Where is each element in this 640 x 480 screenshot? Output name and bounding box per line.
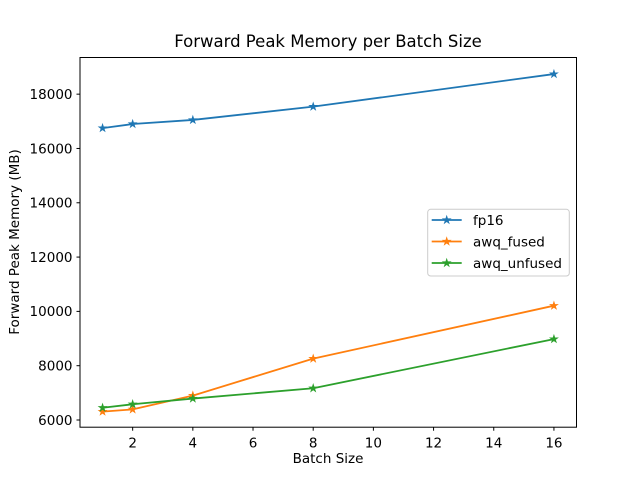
legend-marker-awq_fused: [441, 236, 452, 246]
series-marker-awq_unfused: [97, 402, 108, 412]
series-marker-awq_fused: [97, 406, 108, 416]
series-marker-fp16: [187, 114, 198, 125]
y-tick-label: 10000: [30, 304, 73, 320]
x-tick-label: 2: [128, 436, 137, 452]
series-marker-fp16: [308, 101, 319, 111]
legend: fp16 awq_fused awq_unfused: [427, 208, 570, 277]
legend-label-awq_unfused: awq_unfused: [473, 256, 562, 272]
x-axis-label: Batch Size: [293, 451, 364, 467]
series-marker-awq_fused: [308, 353, 319, 363]
y-tick-label: 14000: [30, 196, 73, 212]
x-tick-label: 4: [189, 436, 198, 452]
y-tick-label: 6000: [38, 413, 72, 429]
y-tick-label: 12000: [30, 250, 73, 266]
series-marker-awq_fused: [548, 300, 559, 310]
series-group: [97, 68, 559, 416]
series-marker-awq_fused: [127, 404, 138, 414]
legend-marker-fp16: [441, 214, 452, 225]
legend-box: [427, 208, 570, 277]
series-marker-awq_unfused: [127, 399, 138, 409]
y-tick-label: 18000: [30, 87, 73, 103]
series-marker-fp16: [97, 122, 108, 133]
series-marker-awq_unfused: [187, 393, 198, 403]
y-tick-label: 16000: [30, 141, 73, 157]
legend-label-awq_fused: awq_fused: [473, 234, 545, 250]
series-marker-awq_unfused: [548, 333, 559, 344]
x-tick-label: 14: [485, 436, 502, 452]
plot-spines: [79, 57, 577, 428]
legend-label-fp16: fp16: [473, 213, 504, 229]
y-tick-label: 8000: [38, 358, 72, 374]
series-marker-fp16: [127, 118, 138, 129]
x-tick-label: 8: [309, 436, 318, 452]
x-ticks: 2 4 6 8 10 12 14 16: [128, 427, 563, 452]
series-marker-fp16: [548, 68, 559, 79]
legend-marker-awq_unfused: [441, 257, 452, 268]
x-tick-label: 16: [545, 436, 562, 452]
series-marker-awq_unfused: [308, 383, 319, 393]
y-axis-label: Forward Peak Memory (MB): [7, 149, 23, 335]
chart-title: Forward Peak Memory per Batch Size: [174, 32, 482, 51]
y-ticks: 6000 8000 10000 12000 14000 16000 18000: [30, 87, 80, 429]
x-tick-label: 6: [249, 436, 258, 452]
x-tick-label: 10: [365, 436, 382, 452]
x-tick-label: 12: [425, 436, 442, 452]
